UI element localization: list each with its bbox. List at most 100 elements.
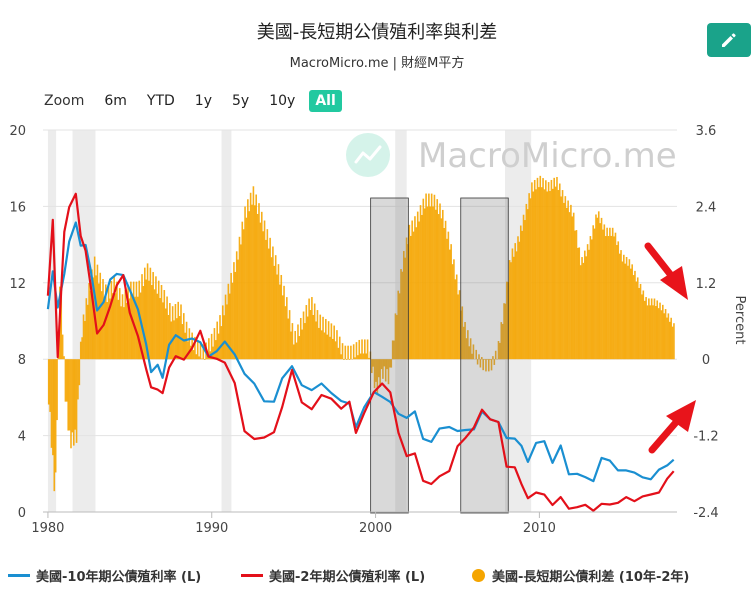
spread-bar bbox=[538, 187, 540, 360]
spread-bar bbox=[568, 212, 571, 360]
spread-bar bbox=[188, 328, 191, 360]
spread-bar bbox=[173, 320, 175, 360]
spread-bar bbox=[525, 203, 528, 360]
spread-bar bbox=[258, 203, 260, 360]
edit-button[interactable] bbox=[707, 23, 751, 57]
spread-bar bbox=[653, 298, 656, 360]
spread-bar bbox=[280, 274, 283, 360]
spread-bar bbox=[171, 306, 174, 360]
spread-bar bbox=[561, 190, 564, 360]
spread-bar bbox=[469, 338, 472, 360]
spread-bar bbox=[389, 359, 391, 368]
spread-bar bbox=[327, 321, 330, 360]
zoom-5y-button[interactable]: 5y bbox=[232, 93, 250, 109]
spread-bar bbox=[504, 303, 507, 360]
zoom-all-button[interactable]: All bbox=[309, 90, 342, 112]
yield-chart: MacroMicro.me 0 4 8 12 16 20 -2.4 -1.2 0 1.2 2.4 3.6… bbox=[9, 124, 747, 536]
spread-bar bbox=[137, 296, 139, 360]
spread-bar bbox=[298, 336, 301, 360]
right-axis-tick-label: 0 bbox=[702, 353, 710, 368]
spread-bar bbox=[304, 323, 306, 360]
spread-bar bbox=[621, 261, 624, 360]
spread-bar bbox=[403, 251, 405, 360]
zoom-6m-button[interactable]: 6m bbox=[104, 93, 127, 109]
spread-bar bbox=[582, 262, 585, 360]
x-axis-tick-label: 2000 bbox=[359, 521, 392, 536]
spread-bar bbox=[338, 336, 341, 360]
spread-bar bbox=[286, 297, 288, 360]
spread-bar bbox=[501, 323, 504, 360]
spread-bar bbox=[77, 359, 79, 400]
spread-bar bbox=[180, 304, 182, 360]
spread-bar bbox=[657, 308, 660, 360]
spread-bar bbox=[341, 343, 344, 360]
spread-bar bbox=[368, 357, 370, 360]
spread-bar bbox=[428, 193, 430, 360]
spread-bar bbox=[586, 244, 589, 360]
spread-bar bbox=[128, 298, 131, 360]
zoom-1y-button[interactable]: 1y bbox=[194, 93, 212, 109]
spread-bar bbox=[663, 313, 666, 360]
spread-bar bbox=[526, 209, 529, 360]
spread-bar bbox=[364, 339, 366, 360]
spread-bar bbox=[659, 302, 661, 360]
spread-bar bbox=[182, 313, 185, 360]
spread-bar bbox=[299, 317, 302, 360]
spread-bar bbox=[240, 244, 242, 360]
spread-bar bbox=[277, 264, 280, 360]
spread-bar bbox=[457, 294, 459, 360]
spread-bar bbox=[288, 310, 291, 360]
spread-bar bbox=[219, 315, 221, 360]
spread-bar bbox=[237, 259, 239, 360]
spread-bar bbox=[352, 344, 355, 360]
spread-bar bbox=[127, 285, 129, 360]
spread-bar bbox=[570, 204, 572, 360]
spread-bar bbox=[662, 304, 664, 360]
legend-item-10y[interactable]: 美國-10年期公債殖利率 (L) bbox=[8, 566, 201, 585]
spread-bar bbox=[162, 302, 164, 360]
spread-bar bbox=[656, 300, 659, 360]
spread-bar bbox=[383, 359, 386, 367]
spread-bar bbox=[163, 290, 166, 360]
spread-bar bbox=[503, 303, 505, 360]
zoom-10y-button[interactable]: 10y bbox=[269, 93, 296, 109]
spread-bar bbox=[169, 303, 171, 360]
spread-bar bbox=[47, 359, 50, 405]
left-axis-tick-label: 8 bbox=[18, 353, 26, 368]
spread-bar bbox=[329, 336, 331, 360]
spread-bar bbox=[416, 211, 419, 360]
watermark-chart-icon bbox=[354, 145, 382, 164]
spread-bar bbox=[524, 220, 526, 360]
spread-bar bbox=[234, 271, 237, 360]
spread-bar bbox=[252, 186, 255, 360]
spread-bar bbox=[201, 358, 203, 360]
spread-bar bbox=[493, 359, 496, 365]
spread-bar bbox=[603, 224, 606, 360]
spread-bar bbox=[355, 342, 358, 360]
x-axis-tick-label: 2010 bbox=[523, 521, 556, 536]
zoom-ytd-button[interactable]: YTD bbox=[146, 93, 175, 109]
spread-bar bbox=[468, 346, 471, 360]
spread-bar bbox=[557, 190, 560, 360]
spread-bar bbox=[263, 220, 266, 360]
highlight-box bbox=[460, 197, 509, 514]
spread-bar bbox=[103, 296, 106, 360]
spread-bar bbox=[60, 284, 63, 360]
spread-bar bbox=[311, 297, 313, 360]
spread-bar bbox=[347, 345, 349, 360]
spread-bar bbox=[123, 307, 125, 360]
pencil-icon bbox=[722, 33, 736, 47]
spread-bar bbox=[64, 359, 67, 402]
chart-subtitle: MacroMicro.me | 財經M平方 bbox=[289, 56, 465, 71]
spread-bar bbox=[564, 196, 567, 360]
legend-item-2y[interactable]: 美國-2年期公債殖利率 (L) bbox=[241, 566, 425, 585]
spread-bar bbox=[274, 255, 277, 360]
spread-bar bbox=[350, 345, 352, 360]
legend-item-spread[interactable]: 美國-長短期公債利差 (10年-2年) bbox=[472, 566, 689, 585]
spread-bar bbox=[517, 236, 519, 360]
spread-bar bbox=[440, 218, 443, 360]
spread-bar bbox=[260, 211, 263, 360]
spread-bar bbox=[100, 291, 103, 360]
spread-bar bbox=[462, 326, 465, 360]
left-axis-tick-label: 20 bbox=[9, 124, 26, 139]
